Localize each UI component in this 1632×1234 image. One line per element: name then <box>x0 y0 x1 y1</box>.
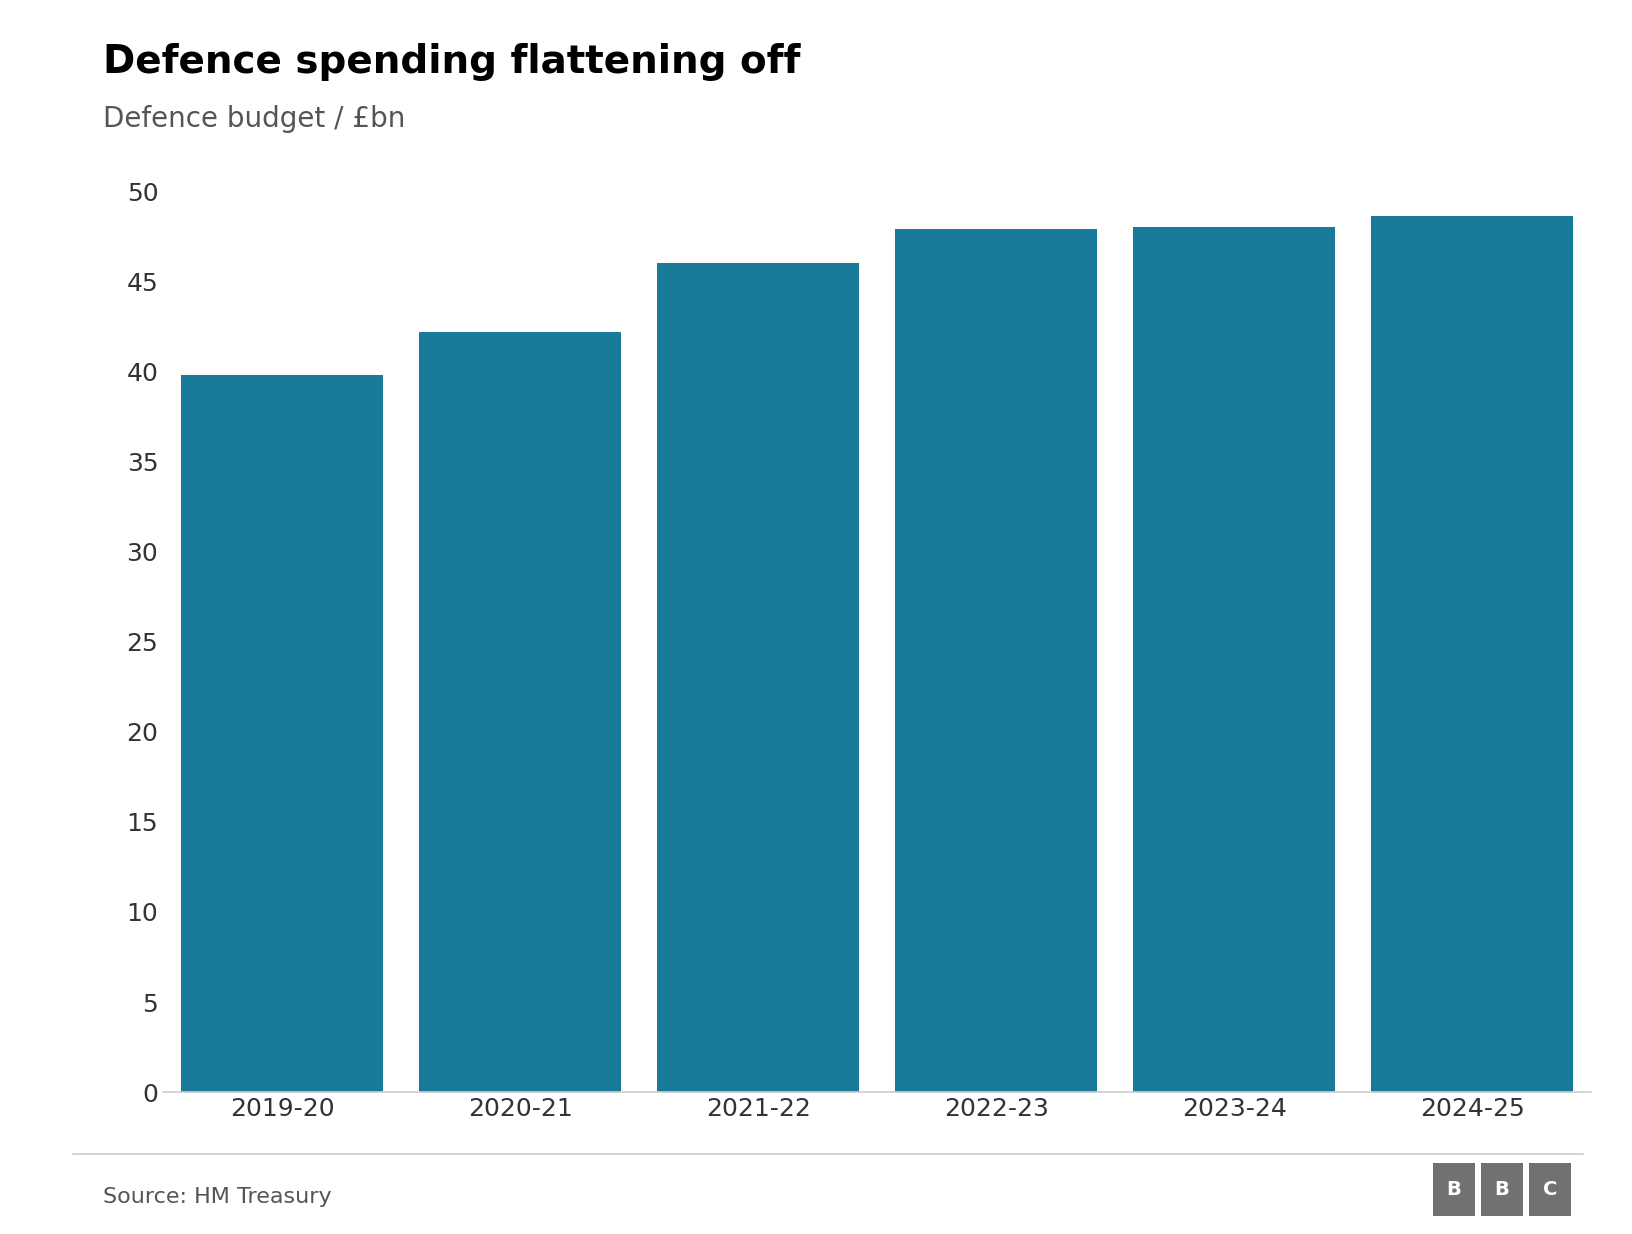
Bar <box>419 332 622 1092</box>
Text: C: C <box>1542 1180 1557 1199</box>
Bar <box>1133 227 1335 1092</box>
Text: B: B <box>1446 1180 1461 1199</box>
Bar <box>894 230 1097 1092</box>
Text: B: B <box>1495 1180 1510 1199</box>
Text: Defence spending flattening off: Defence spending flattening off <box>103 43 800 81</box>
Bar <box>1371 216 1573 1092</box>
Text: Defence budget / £bn: Defence budget / £bn <box>103 105 405 133</box>
Text: Source: HM Treasury: Source: HM Treasury <box>103 1187 331 1207</box>
Bar <box>658 263 860 1092</box>
FancyBboxPatch shape <box>1433 1162 1475 1217</box>
FancyBboxPatch shape <box>1529 1162 1572 1217</box>
FancyBboxPatch shape <box>1480 1162 1523 1217</box>
Bar <box>181 375 384 1092</box>
